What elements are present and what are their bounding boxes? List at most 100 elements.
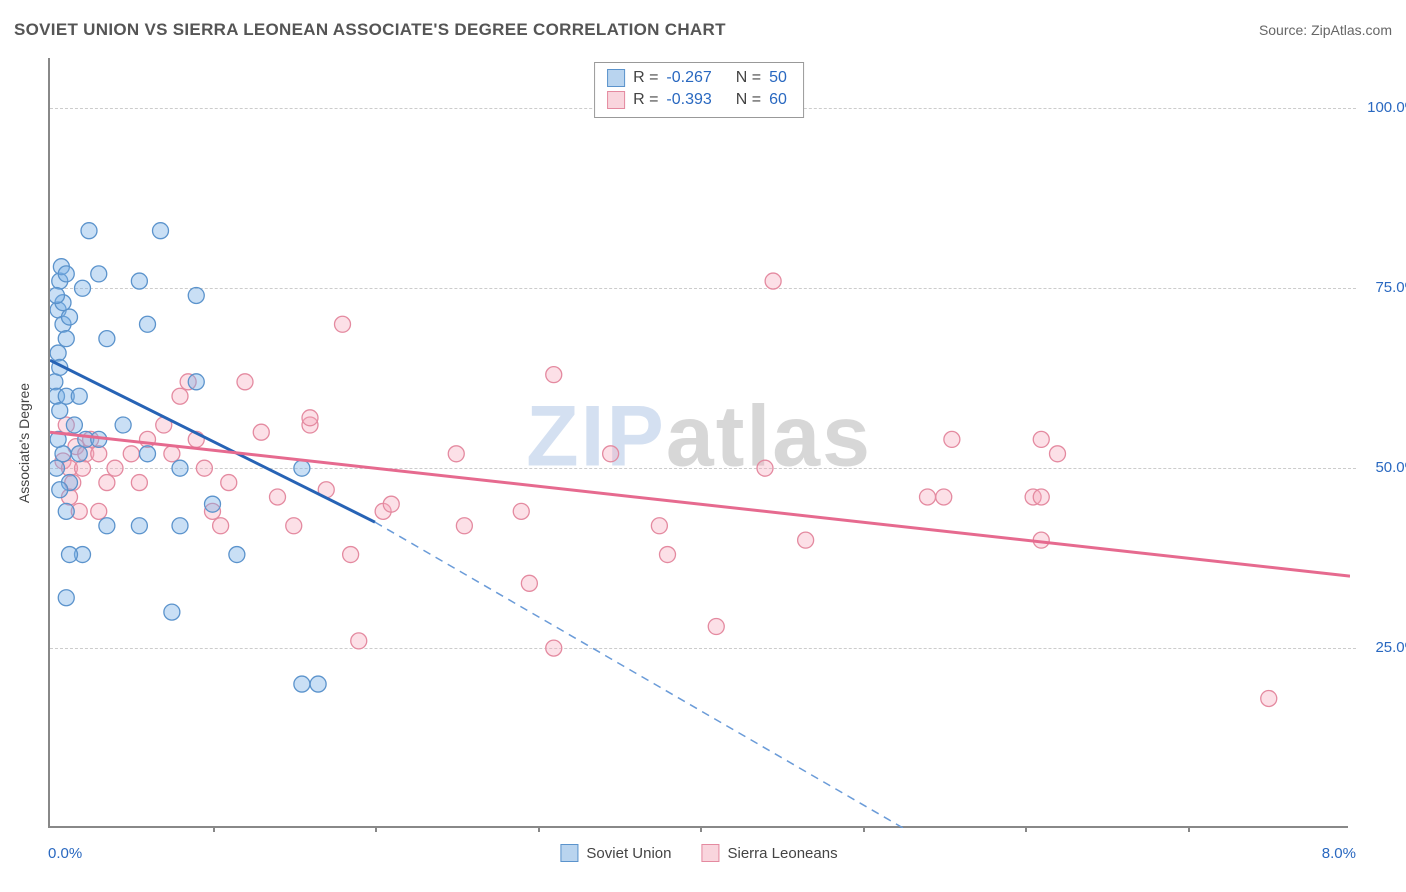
scatter-point-blue xyxy=(66,417,82,433)
scatter-point-blue xyxy=(140,316,156,332)
scatter-point-pink xyxy=(521,575,537,591)
scatter-point-blue xyxy=(71,388,87,404)
y-tick-label: 50.0% xyxy=(1375,459,1406,476)
scatter-point-pink xyxy=(91,503,107,519)
scatter-point-pink xyxy=(936,489,952,505)
scatter-point-blue xyxy=(115,417,131,433)
scatter-point-blue xyxy=(99,518,115,534)
scatter-point-pink xyxy=(383,496,399,512)
trend-line-blue-extrapolated xyxy=(375,522,903,828)
scatter-point-blue xyxy=(229,547,245,563)
scatter-point-pink xyxy=(1050,446,1066,462)
scatter-point-pink xyxy=(253,424,269,440)
scatter-point-blue xyxy=(50,460,65,476)
scatter-point-blue xyxy=(99,331,115,347)
scatter-point-pink xyxy=(757,460,773,476)
scatter-point-pink xyxy=(513,503,529,519)
legend-label: Sierra Leoneans xyxy=(727,845,837,862)
scatter-point-blue xyxy=(81,223,97,239)
scatter-point-pink xyxy=(546,367,562,383)
scatter-point-blue xyxy=(58,590,74,606)
statistics-box: R = -0.267 N = 50R = -0.393 N = 60 xyxy=(594,62,804,118)
legend-item: Soviet Union xyxy=(560,844,671,862)
scatter-point-pink xyxy=(456,518,472,534)
scatter-point-blue xyxy=(52,482,68,498)
scatter-point-blue xyxy=(188,374,204,390)
scatter-point-pink xyxy=(196,460,212,476)
y-tick-label: 25.0% xyxy=(1375,639,1406,656)
scatter-point-blue xyxy=(205,496,221,512)
scatter-point-pink xyxy=(351,633,367,649)
scatter-point-blue xyxy=(172,518,188,534)
scatter-point-pink xyxy=(944,431,960,447)
scatter-point-pink xyxy=(213,518,229,534)
legend-swatch-blue xyxy=(560,844,578,862)
scatter-point-pink xyxy=(343,547,359,563)
scatter-point-pink xyxy=(302,410,318,426)
scatter-point-blue xyxy=(52,403,68,419)
scatter-point-blue xyxy=(294,676,310,692)
stat-row: R = -0.267 N = 50 xyxy=(607,67,787,89)
scatter-point-pink xyxy=(1261,690,1277,706)
stat-n-value: 50 xyxy=(769,67,787,89)
scatter-point-blue xyxy=(294,460,310,476)
scatter-point-pink xyxy=(920,489,936,505)
scatter-point-pink xyxy=(651,518,667,534)
scatter-point-pink xyxy=(75,460,91,476)
scatter-point-pink xyxy=(448,446,464,462)
scatter-point-blue xyxy=(310,676,326,692)
scatter-point-blue xyxy=(62,547,78,563)
scatter-point-blue xyxy=(75,280,91,296)
stat-r-value: -0.393 xyxy=(666,89,711,111)
title-bar: SOVIET UNION VS SIERRA LEONEAN ASSOCIATE… xyxy=(14,12,1392,48)
scatter-point-blue xyxy=(58,503,74,519)
y-axis-label-container: Associate's Degree xyxy=(4,58,44,828)
scatter-point-pink xyxy=(221,475,237,491)
stat-r-label: R = xyxy=(633,67,658,89)
scatter-point-pink xyxy=(172,388,188,404)
scatter-point-blue xyxy=(50,287,65,303)
scatter-point-pink xyxy=(1033,431,1049,447)
scatter-point-pink xyxy=(237,374,253,390)
y-tick-label: 75.0% xyxy=(1375,279,1406,296)
scatter-point-blue xyxy=(131,518,147,534)
stat-r-value: -0.267 xyxy=(666,67,711,89)
scatter-point-blue xyxy=(164,604,180,620)
scatter-point-pink xyxy=(708,619,724,635)
scatter-point-pink xyxy=(131,475,147,491)
stat-n-label: N = xyxy=(736,89,761,111)
scatter-point-pink xyxy=(798,532,814,548)
y-tick-label: 100.0% xyxy=(1367,99,1406,116)
scatter-point-blue xyxy=(172,460,188,476)
legend-swatch-pink xyxy=(607,91,625,109)
legend-label: Soviet Union xyxy=(586,845,671,862)
scatter-point-blue xyxy=(71,446,87,462)
scatter-point-pink xyxy=(546,640,562,656)
scatter-point-blue xyxy=(50,345,66,361)
scatter-point-pink xyxy=(164,446,180,462)
scatter-point-blue xyxy=(140,446,156,462)
scatter-point-pink xyxy=(286,518,302,534)
scatter-point-pink xyxy=(660,547,676,563)
scatter-point-pink xyxy=(1033,489,1049,505)
scatter-point-blue xyxy=(62,309,78,325)
scatter-point-pink xyxy=(765,273,781,289)
scatter-point-pink xyxy=(99,475,115,491)
scatter-point-blue xyxy=(188,287,204,303)
chart-svg xyxy=(50,58,1350,828)
legend-swatch-pink xyxy=(701,844,719,862)
legend: Soviet Union Sierra Leoneans xyxy=(560,844,837,862)
scatter-point-blue xyxy=(58,266,74,282)
stat-row: R =-0.393N =60 xyxy=(607,89,787,111)
scatter-point-pink xyxy=(91,446,107,462)
legend-swatch-blue xyxy=(607,69,625,87)
correlation-chart: SOVIET UNION VS SIERRA LEONEAN ASSOCIATE… xyxy=(0,0,1406,892)
source-label: Source: ZipAtlas.com xyxy=(1259,22,1392,38)
scatter-point-pink xyxy=(123,446,139,462)
plot-area: ZIPatlas 25.0%50.0%75.0%100.0% R =-0.267… xyxy=(48,58,1348,828)
stat-n-value: 60 xyxy=(769,89,787,111)
stat-n-label: N = xyxy=(736,67,761,89)
scatter-point-blue xyxy=(91,266,107,282)
scatter-point-pink xyxy=(270,489,286,505)
scatter-point-blue xyxy=(55,446,71,462)
